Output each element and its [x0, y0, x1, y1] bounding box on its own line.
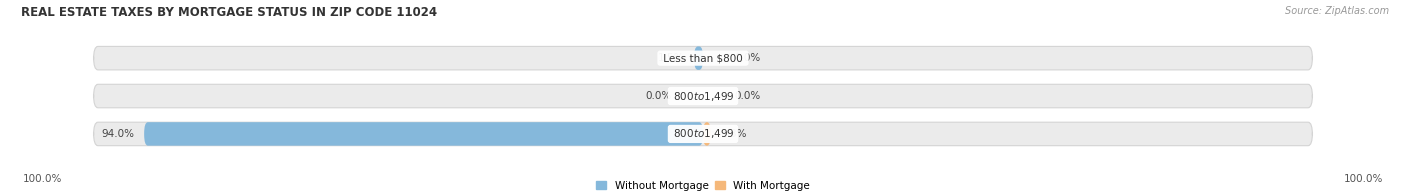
- FancyBboxPatch shape: [703, 122, 710, 146]
- Text: Source: ZipAtlas.com: Source: ZipAtlas.com: [1285, 6, 1389, 16]
- Text: $800 to $1,499: $800 to $1,499: [671, 90, 735, 103]
- Text: 94.0%: 94.0%: [101, 129, 134, 139]
- FancyBboxPatch shape: [94, 84, 1312, 108]
- Text: Less than $800: Less than $800: [659, 53, 747, 63]
- Text: 0.0%: 0.0%: [734, 91, 761, 101]
- FancyBboxPatch shape: [145, 122, 703, 146]
- Text: 100.0%: 100.0%: [22, 174, 62, 184]
- Text: 0.0%: 0.0%: [734, 53, 761, 63]
- Text: $800 to $1,499: $800 to $1,499: [671, 127, 735, 140]
- FancyBboxPatch shape: [94, 122, 1312, 146]
- Text: 1.5%: 1.5%: [658, 53, 685, 63]
- FancyBboxPatch shape: [94, 46, 1312, 70]
- Text: 0.0%: 0.0%: [645, 91, 672, 101]
- Text: 100.0%: 100.0%: [1344, 174, 1384, 184]
- FancyBboxPatch shape: [695, 46, 703, 70]
- Legend: Without Mortgage, With Mortgage: Without Mortgage, With Mortgage: [596, 181, 810, 191]
- Text: REAL ESTATE TAXES BY MORTGAGE STATUS IN ZIP CODE 11024: REAL ESTATE TAXES BY MORTGAGE STATUS IN …: [21, 6, 437, 19]
- Text: 1.3%: 1.3%: [721, 129, 747, 139]
